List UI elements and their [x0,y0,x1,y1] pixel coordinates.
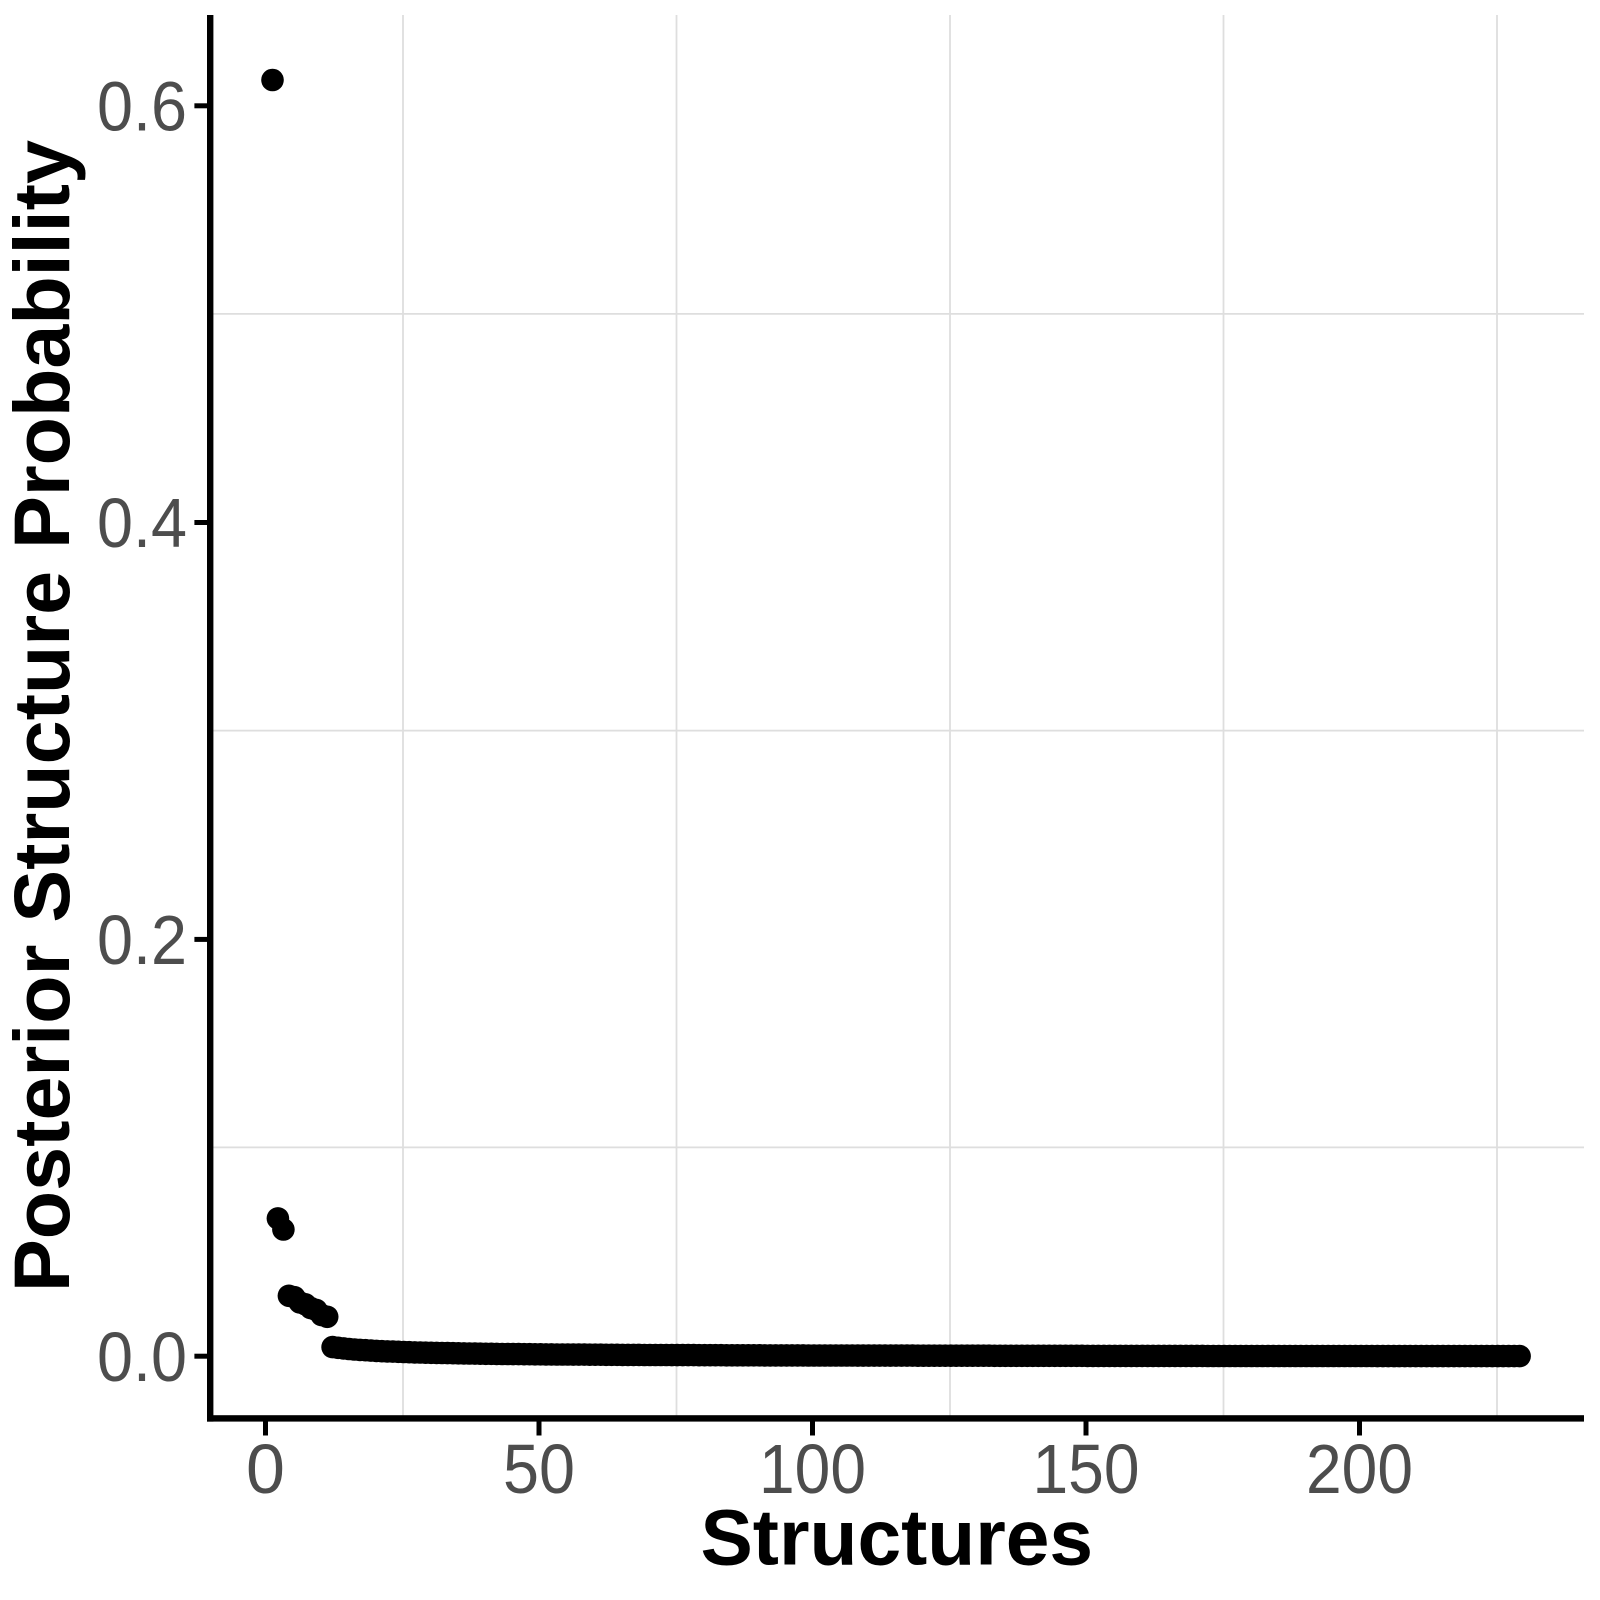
svg-text:0.6: 0.6 [97,68,187,146]
svg-text:200: 200 [1306,1430,1413,1508]
svg-text:Structures: Structures [700,1493,1093,1581]
svg-text:0.4: 0.4 [97,484,187,562]
svg-text:0.0: 0.0 [97,1318,187,1396]
svg-text:100: 100 [759,1430,866,1508]
svg-text:Posterior Structure Probabilit: Posterior Structure Probability [0,140,86,1292]
svg-text:0: 0 [246,1430,285,1508]
svg-text:50: 50 [503,1430,575,1508]
svg-text:150: 150 [1033,1430,1140,1508]
svg-text:0.2: 0.2 [97,901,187,979]
